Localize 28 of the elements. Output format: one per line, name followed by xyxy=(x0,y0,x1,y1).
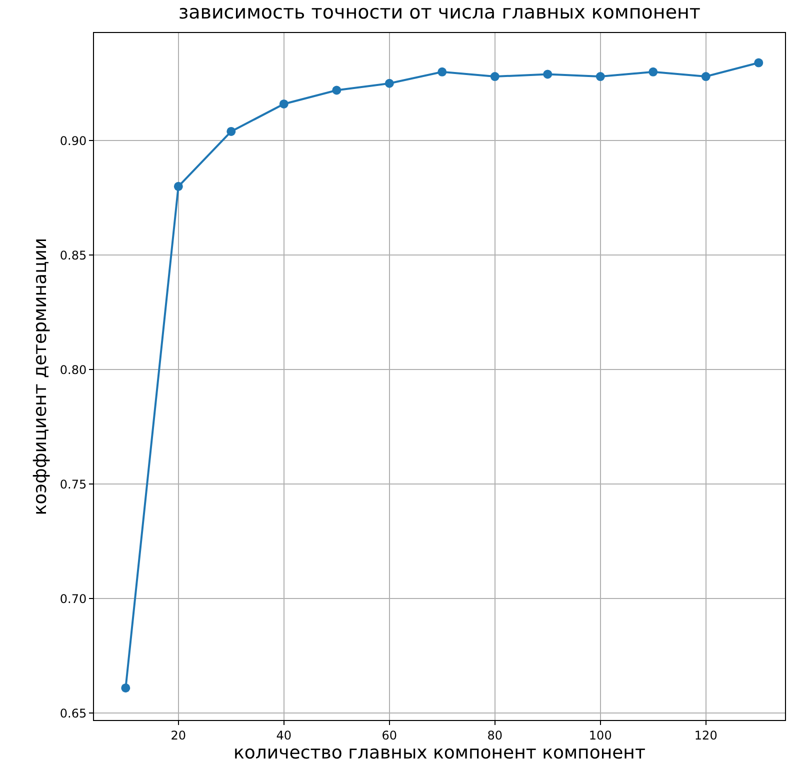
point xyxy=(121,683,130,692)
y-tick-label: 0.90 xyxy=(60,134,87,148)
point xyxy=(701,72,710,82)
point xyxy=(279,99,288,108)
y-tick-label: 0.85 xyxy=(60,248,87,262)
x-tick-label: 60 xyxy=(382,728,398,742)
x-axis-title: количество главных компонент компонент xyxy=(234,742,646,764)
y-tick-label: 0.65 xyxy=(60,706,87,720)
point xyxy=(384,78,394,88)
point xyxy=(596,72,605,82)
y-tick-label: 0.80 xyxy=(60,362,87,377)
x-tick-label: 20 xyxy=(170,728,186,742)
x-tick-label: 40 xyxy=(276,728,292,742)
point xyxy=(438,67,447,76)
x-tick-label: 80 xyxy=(487,728,503,742)
y-tick-label: 0.75 xyxy=(60,477,87,492)
point xyxy=(648,67,658,76)
chart-title: зависимость точности от числа главных компонент xyxy=(178,2,700,24)
point xyxy=(754,58,764,68)
x-tick-label: 100 xyxy=(588,728,612,742)
point xyxy=(332,86,342,95)
point xyxy=(226,126,236,136)
x-tick-label: 120 xyxy=(694,728,718,742)
point xyxy=(543,70,552,79)
y-axis-title: коэффициент детерминации xyxy=(30,238,52,516)
point xyxy=(490,72,500,82)
y-tick-label: 0.70 xyxy=(60,592,87,606)
point xyxy=(174,182,183,191)
